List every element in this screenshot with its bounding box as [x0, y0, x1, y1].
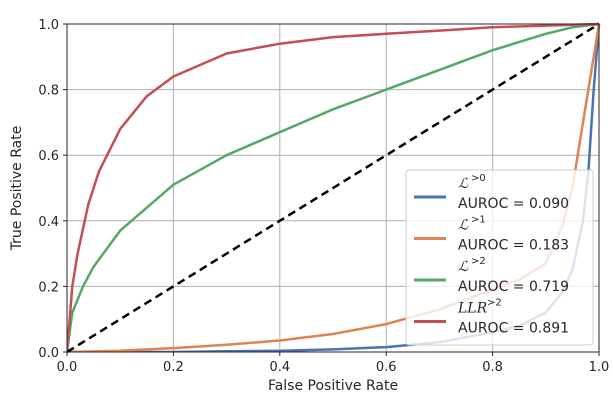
legend-auroc-label: AUROC = 0.090 [458, 196, 569, 212]
y-tick-label: 0.8 [38, 84, 59, 99]
legend-series-name: ℒ [458, 176, 469, 192]
series-line-2 [67, 22, 600, 352]
y-tick-label: 0.2 [38, 280, 59, 295]
x-tick-label: 0.2 [163, 360, 184, 375]
legend-box [405, 169, 594, 346]
legend-auroc-label: AUROC = 0.183 [458, 238, 569, 254]
y-tick-label: 0.6 [38, 149, 59, 164]
y-tick-label: 0.4 [38, 215, 59, 230]
y-tick-label: 1.0 [38, 18, 59, 33]
legend-series-name: LLR [457, 301, 488, 317]
y-tick-label: 0.0 [38, 346, 59, 361]
y-axis-ticks: 0.0 0.2 0.4 0.6 0.8 1.0 [38, 18, 67, 361]
x-tick-label: 0.0 [57, 360, 78, 375]
x-tick-label: 0.6 [376, 360, 397, 375]
y-axis-label: True Positive Rate [9, 126, 25, 252]
x-tick-label: 0.4 [269, 360, 290, 375]
series-line-3 [67, 22, 600, 352]
legend-series-name: ℒ [458, 218, 469, 234]
legend-series-superscript: >1 [471, 215, 486, 226]
x-axis-ticks: 0.0 0.2 0.4 0.6 0.8 1.0 [57, 352, 610, 375]
legend-series-superscript: >2 [471, 256, 486, 267]
x-tick-label: 1.0 [589, 360, 610, 375]
reference-diagonal [66, 22, 600, 354]
legend-series-superscript: >2 [487, 298, 502, 309]
plot-frame [66, 23, 600, 353]
legend-series-name: ℒ [458, 259, 469, 275]
reference-line [66, 22, 600, 354]
legend-series-superscript: >0 [471, 173, 486, 184]
x-axis-label: False Positive Rate [268, 378, 398, 394]
legend-auroc-label: AUROC = 0.719 [458, 279, 569, 295]
legend-auroc-label: AUROC = 0.891 [458, 321, 569, 337]
x-tick-label: 0.8 [482, 360, 503, 375]
